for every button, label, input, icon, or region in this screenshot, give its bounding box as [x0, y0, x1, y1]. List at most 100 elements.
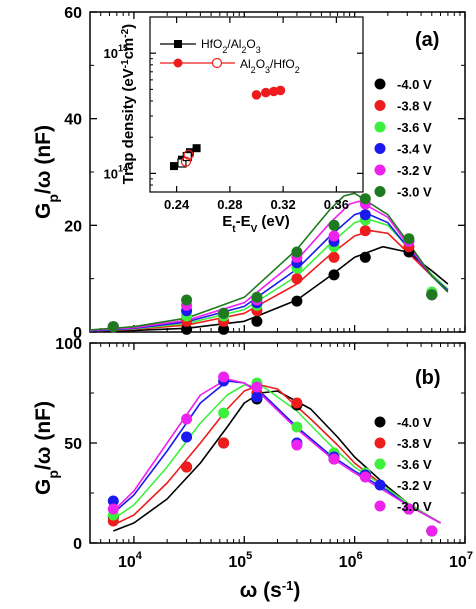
data-point: [107, 503, 119, 515]
data-point: [328, 453, 340, 465]
inset-legend-label-al2o3: Al2O3/HfO2: [240, 57, 300, 75]
panel-b-legend: -4.0 V -3.8 V -3.6 V -3.2 V -3.0 V: [374, 415, 432, 514]
y-tick-label: 0: [73, 325, 82, 342]
panel-b-fit-lines: [112, 378, 441, 532]
inset-legend-marker-al2o3-open: [211, 57, 223, 69]
legend-marker: [374, 479, 386, 491]
x-tick-label: 106: [339, 550, 363, 571]
fit-line--3.0 V: [112, 378, 441, 524]
inset-x-ticks: 0.24 0.28 0.32 0.36: [164, 17, 349, 212]
panel-a-legend: -4.0 V -3.8 V -3.6 V -3.4 V -3.2 V -3.0 V: [374, 77, 432, 200]
legend-label: -3.4 V: [397, 142, 432, 157]
x-axis-title: ω (s-1): [240, 578, 301, 603]
legend-marker: [374, 143, 386, 154]
data-point: [426, 525, 438, 537]
inset-x-tick-label: 0.36: [324, 197, 349, 212]
data-point: [426, 289, 438, 301]
y-tick-label: 40: [64, 112, 82, 129]
data-point: [291, 273, 303, 285]
fit-line--3.8 V: [112, 384, 441, 526]
data-point: [403, 233, 415, 245]
legend-label: -3.6 V: [397, 457, 432, 472]
y-tick-label: 100: [55, 336, 82, 353]
inset-point-square: [192, 144, 201, 153]
inset-data-points: [169, 85, 286, 171]
data-point: [218, 371, 230, 383]
legend-marker: [374, 416, 386, 428]
legend-label: -3.2 V: [397, 163, 432, 178]
inset-x-axis-title: Et-EV (eV): [222, 213, 290, 235]
data-point: [328, 219, 340, 231]
data-point: [359, 209, 371, 221]
legend-label: -3.2 V: [397, 478, 432, 493]
data-point: [218, 307, 230, 319]
panel-b: 0 50 100 104 105 106 107 -4.0 V -3.8 V -3.6 V -3…: [32, 336, 473, 602]
inset-point-open-square: [182, 151, 192, 162]
data-point: [359, 471, 371, 483]
panel-a-y-ticks: 0 20 40 60: [64, 5, 465, 342]
data-point: [403, 503, 415, 515]
data-point: [251, 315, 263, 327]
legend-label: -3.8 V: [397, 436, 432, 451]
legend-marker: [374, 186, 386, 197]
panel-a-tag: (a): [415, 29, 439, 51]
inset-x-tick-label: 0.32: [270, 197, 295, 212]
fit-line--3.6 V: [112, 384, 441, 524]
legend-marker: [374, 500, 386, 512]
data-point: [181, 323, 193, 335]
panel-a-data-points: [107, 193, 438, 335]
fit-line--4.0 V: [113, 390, 441, 532]
data-point: [328, 251, 340, 263]
data-point: [181, 431, 193, 443]
panel-b-y-ticks: 0 50 100: [55, 336, 465, 553]
inset-legend-marker-hfo2: [174, 40, 182, 48]
data-point: [251, 381, 263, 393]
data-point: [181, 413, 193, 425]
y-tick-label: 0: [73, 536, 82, 553]
y-tick-label: 50: [64, 436, 82, 453]
data-point: [291, 421, 303, 433]
data-point: [181, 294, 193, 306]
panel-b-y-axis-title: Gp/ω (nF): [32, 401, 61, 495]
data-point: [107, 495, 119, 507]
fit-line--3.8 V: [89, 229, 449, 332]
data-point: [218, 407, 230, 419]
panel-b-tag: (b): [415, 367, 441, 389]
legend-label: -4.0 V: [397, 415, 432, 430]
legend-marker: [374, 437, 386, 449]
panel-a-y-axis-title: Gp/ω (nF): [32, 125, 61, 219]
data-point: [218, 323, 230, 335]
legend-label: -3.8 V: [397, 99, 432, 114]
panel-a: 0 20 40 60 -4.0 V -3.8 V -3.6 V -3.4 V -3.2 V -3…: [32, 5, 466, 342]
panel-b-data-points: [107, 371, 438, 537]
y-tick-label: 60: [64, 5, 82, 22]
x-tick-label: 105: [228, 550, 252, 571]
inset-y-axis-title: Trap density (eV-1cm-2): [120, 24, 138, 184]
x-tick-label: 107: [449, 550, 473, 571]
data-point: [291, 439, 303, 451]
data-point: [218, 437, 230, 449]
data-point: [328, 269, 340, 281]
data-point: [251, 291, 263, 303]
inset-point-circle: [261, 87, 271, 98]
inset-point-circle: [275, 85, 286, 96]
legend-label: -3.6 V: [397, 120, 432, 135]
legend-marker: [374, 78, 386, 90]
inset-point-circle: [251, 90, 262, 100]
legend-label: -3.0 V: [397, 499, 432, 514]
legend-label: -3.0 V: [397, 185, 432, 200]
data-point: [107, 321, 119, 333]
legend-label: -4.0 V: [397, 77, 432, 92]
legend-marker: [374, 164, 386, 176]
data-point: [181, 461, 193, 473]
inset-x-tick-label: 0.28: [217, 197, 242, 212]
inset-x-tick-label: 0.24: [164, 197, 190, 212]
data-point: [291, 295, 303, 307]
y-tick-label: 20: [64, 218, 82, 235]
data-point: [359, 225, 371, 237]
inset-legend-marker-al2o3-filled: [173, 58, 183, 68]
data-point: [291, 246, 303, 258]
data-point: [251, 391, 263, 403]
